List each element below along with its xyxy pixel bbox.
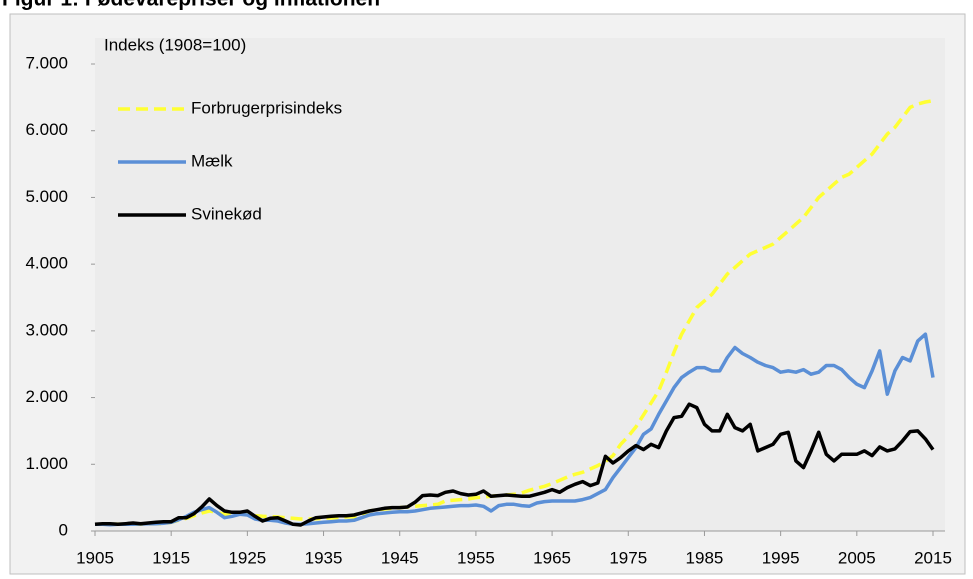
x-tick-label: 1965 bbox=[533, 548, 571, 567]
legend-label: Forbrugerprisindeks bbox=[191, 98, 342, 117]
x-tick-label: 1985 bbox=[686, 548, 724, 567]
plot-area bbox=[95, 38, 945, 531]
y-tick-label: 4.000 bbox=[25, 254, 68, 273]
y-tick-label: 2.000 bbox=[25, 387, 68, 406]
chart-title: Figur 1: Fødevarepriser og inflationen bbox=[2, 0, 380, 11]
x-tick-label: 1925 bbox=[228, 548, 266, 567]
series-line bbox=[95, 332, 935, 527]
y-tick-label: 1.000 bbox=[25, 454, 68, 473]
y-tick-label: 7.000 bbox=[25, 53, 68, 72]
y-tick-label: 0 bbox=[59, 520, 68, 539]
y-tick-label: 3.000 bbox=[25, 320, 68, 339]
legend-label: Mælk bbox=[191, 151, 233, 170]
y-axis-label: Indeks (1908=100) bbox=[104, 35, 246, 54]
x-tick-label: 1905 bbox=[76, 548, 114, 567]
series-line bbox=[94, 402, 935, 527]
x-tick-label: 1995 bbox=[762, 548, 800, 567]
legend-label: Svinekød bbox=[191, 204, 262, 223]
y-tick-label: 6.000 bbox=[25, 120, 68, 139]
y-tick-label: 5.000 bbox=[25, 187, 68, 206]
x-tick-label: 2005 bbox=[838, 548, 876, 567]
x-tick-label: 1915 bbox=[152, 548, 190, 567]
x-tick-label: 1935 bbox=[305, 548, 343, 567]
x-tick-label: 2015 bbox=[914, 548, 952, 567]
x-tick-label: 1955 bbox=[457, 548, 495, 567]
x-tick-label: 1975 bbox=[609, 548, 647, 567]
x-tick-label: 1945 bbox=[381, 548, 419, 567]
